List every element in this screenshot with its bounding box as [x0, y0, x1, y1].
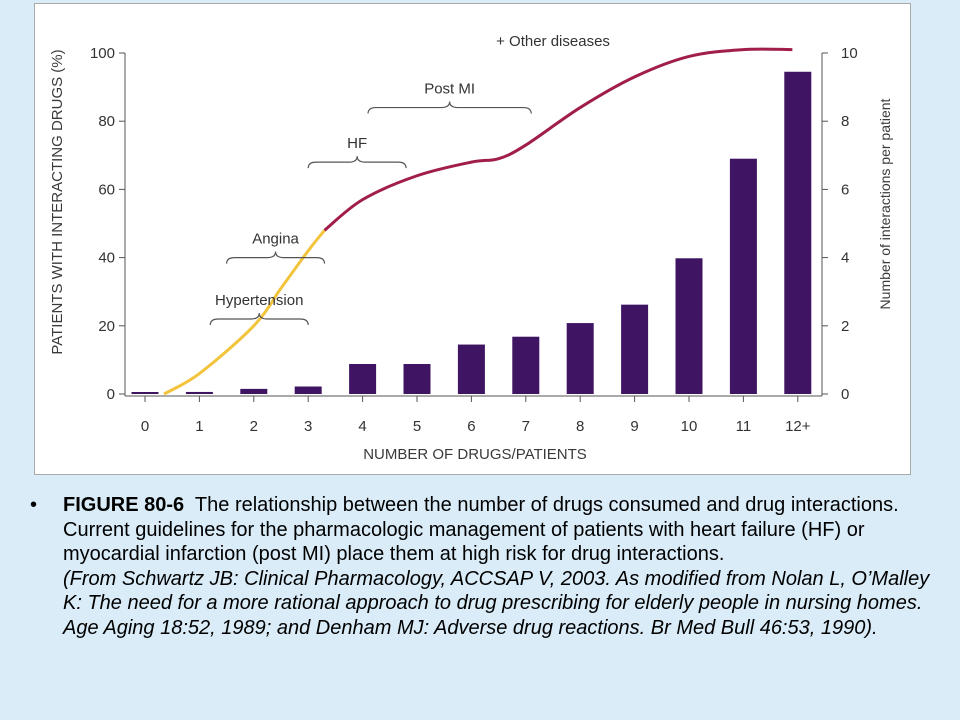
annotation-label: Post MI — [424, 81, 475, 98]
bar — [729, 158, 757, 394]
x-tick-label: 6 — [467, 418, 475, 435]
bar — [240, 388, 268, 394]
bar — [566, 323, 594, 394]
x-tick-label: 5 — [413, 418, 421, 435]
y-left-tick-label: 100 — [90, 45, 115, 62]
bar — [457, 344, 485, 394]
figure-panel: 0 20 40 60 80 100 0 2 4 6 8 10 0 1 2 3 4 5 6 7 8 9 10 11 12+ Hype… — [34, 3, 911, 475]
caption-source: (From Schwartz JB: Clinical Pharmacology… — [63, 567, 930, 639]
curve-segment-high — [323, 47, 793, 232]
bar — [403, 363, 431, 394]
y-right-tick-label: 10 — [841, 45, 858, 62]
x-tick-label: 1 — [195, 418, 203, 435]
bar — [512, 336, 540, 394]
x-tick-label: 8 — [576, 418, 584, 435]
annotation-label: Hypertension — [215, 292, 303, 309]
y-right-tick-label: 6 — [841, 181, 849, 198]
y-left-tick-label: 20 — [98, 318, 115, 335]
annotation-label: HF — [347, 135, 367, 152]
annotation-brace — [307, 156, 407, 169]
x-tick-label: 7 — [522, 418, 530, 435]
y-left-tick-label: 80 — [98, 113, 115, 130]
figure-caption: • FIGURE 80-6 The relationship between t… — [30, 493, 930, 640]
bar — [131, 392, 159, 394]
bar — [349, 363, 377, 394]
x-tick-label: 10 — [681, 418, 698, 435]
curve-segment-low — [163, 229, 326, 396]
y-left-tick-label: 40 — [98, 250, 115, 267]
x-tick-label: 0 — [141, 418, 149, 435]
x-tick-label: 3 — [304, 418, 312, 435]
caption-text: The relationship between the number of d… — [63, 494, 899, 565]
y-left-tick-label: 60 — [98, 181, 115, 198]
x-tick-label: 2 — [250, 418, 258, 435]
bullet-marker: • — [30, 494, 38, 516]
bar — [784, 71, 812, 394]
annotation-label: + Other diseases — [496, 33, 610, 50]
figure-label: FIGURE 80-6 — [63, 494, 185, 516]
x-tick-label: 4 — [358, 418, 366, 435]
bar — [675, 258, 703, 394]
y-axis-left-title: PATIENTS WITH INTERACTING DRUGS (%) — [49, 49, 66, 354]
bar — [621, 304, 649, 394]
y-right-tick-label: 0 — [841, 386, 849, 403]
x-tick-label: 12+ — [785, 418, 811, 435]
bar — [185, 391, 213, 394]
annotation-label: Angina — [252, 231, 299, 248]
y-right-tick-label: 2 — [841, 318, 849, 335]
y-right-tick-label: 8 — [841, 113, 849, 130]
annotation-brace — [367, 101, 532, 114]
y-right-tick-label: 4 — [841, 250, 849, 267]
x-tick-label: 9 — [630, 418, 638, 435]
x-tick-label: 11 — [736, 418, 752, 435]
annotation-brace — [226, 251, 326, 264]
x-axis-title: NUMBER OF DRUGS/PATIENTS — [363, 446, 587, 463]
annotation-brace — [209, 312, 309, 326]
y-left-tick-label: 0 — [107, 386, 115, 403]
y-axis-right-title: Number of interactions per patient — [877, 98, 893, 309]
bar — [294, 386, 322, 394]
